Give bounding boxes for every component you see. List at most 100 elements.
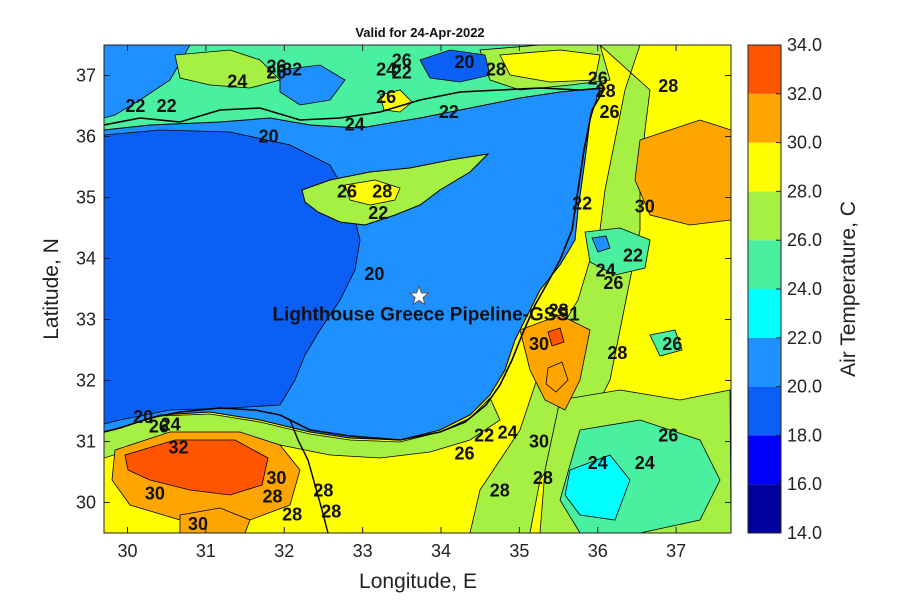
contour-label: 24: [227, 72, 247, 92]
contour-label: 30: [145, 483, 165, 503]
contour-label: 30: [635, 197, 655, 217]
contour-label: 20: [364, 264, 384, 284]
contour-label: 30: [529, 334, 549, 354]
colorbar-swatch: [748, 191, 781, 241]
contour-label: 20: [133, 407, 153, 427]
inland-orange-dot-2: [547, 327, 565, 347]
coastline-levant: [399, 87, 606, 441]
coastline-egypt: [104, 407, 401, 441]
colorbar-tick-label: 14.0: [787, 523, 822, 543]
colorbar-swatch: [748, 484, 781, 533]
contour-label: 26: [266, 56, 286, 76]
axis-ticks: 30 31 32 33 34 35 36 37 30 31 32 33 34 35 36 37: [76, 45, 731, 561]
contour-label: 28: [262, 486, 282, 506]
contour-label: 26: [600, 102, 620, 122]
north-deep-blue-patch: [419, 49, 491, 83]
contour-label: 24: [345, 114, 365, 134]
contour-label: 20: [266, 62, 286, 82]
contour-label: 26: [658, 425, 678, 445]
contour-label: 22: [392, 62, 412, 82]
south-orange-patch: [179, 507, 251, 533]
site-star-icon: [408, 284, 430, 306]
contour-label: 24: [588, 453, 608, 473]
contour-label: 22: [623, 245, 643, 265]
contour-label: 22: [368, 203, 388, 223]
x-tick-label: 36: [588, 541, 608, 561]
contour-label: 24: [161, 414, 181, 434]
colorbar: 14.0 16.0 18.0 20.0 22.0 24.0 26.0 28.0 30.0 32.0…: [747, 35, 822, 543]
colorbar-tick-label: 26.0: [787, 230, 822, 250]
contour-label: 26: [337, 181, 357, 201]
coastline-north: [104, 87, 606, 126]
east-orange-region: [634, 119, 731, 226]
contour-label: 22: [157, 96, 177, 116]
contour-label: 22: [439, 102, 459, 122]
x-tick-label: 34: [431, 541, 451, 561]
contour-label: 30: [529, 432, 549, 452]
contour-label: 28: [658, 76, 678, 96]
contour-label: 28: [596, 81, 616, 101]
contour-label: 22: [474, 425, 494, 445]
north-blue-region: [104, 45, 191, 119]
cyprus-yellow-core: [344, 179, 401, 206]
x-tick-label: 33: [353, 541, 373, 561]
x-tick-label: 32: [274, 541, 294, 561]
contour-label: 26: [455, 444, 475, 464]
contour-label: 26: [376, 87, 396, 107]
north-yellow-spot: [379, 89, 413, 113]
colorbar-swatch: [748, 240, 781, 289]
north-light-blue-patch: [279, 64, 346, 106]
colorbar-label: Air Temperature, C: [837, 201, 860, 377]
west-sea-dark-region: [104, 129, 361, 425]
x-tick-label: 31: [196, 541, 216, 561]
colorbar-swatch: [748, 386, 781, 436]
contour-label: 30: [266, 468, 286, 488]
y-tick-label: 37: [76, 66, 96, 86]
contour-label: 24: [498, 422, 518, 442]
colorbar-tick-label: 24.0: [787, 279, 822, 299]
east-cyan-pool-inner: [591, 235, 611, 253]
north-yellow-patch: [499, 49, 601, 83]
sinai-border: [289, 419, 329, 533]
contour-label: 20: [259, 127, 279, 147]
plot-frame: [103, 44, 732, 534]
colorbar-swatch: [748, 45, 781, 94]
x-tick-label: 35: [509, 541, 529, 561]
x-tick-label: 37: [666, 541, 686, 561]
colorbar-tick-label: 34.0: [787, 35, 822, 55]
colorbar-swatch: [748, 289, 781, 338]
contour-label: 26: [662, 334, 682, 354]
x-axis-label: Longitude, E: [359, 570, 477, 593]
y-tick-label: 32: [76, 371, 96, 391]
y-tick-label: 35: [76, 188, 96, 208]
y-tick-label: 31: [76, 432, 96, 452]
inland-orange-region: [519, 314, 591, 411]
colorbar-tick-label: 16.0: [787, 474, 822, 494]
colorbar-tick-label: 18.0: [787, 425, 822, 445]
contour-label: 22: [125, 96, 145, 116]
colorbar-swatch: [748, 93, 781, 143]
colorbar-tick-label: 28.0: [787, 181, 822, 201]
colorbar-tick-label: 30.0: [787, 133, 822, 153]
colorbar-swatch: [748, 337, 781, 387]
se-cyan-pool: [564, 454, 631, 521]
colorbar-tick-label: 32.0: [787, 84, 822, 104]
north-green-patch: [174, 49, 281, 89]
contour-label: 28: [321, 502, 341, 522]
colorbar-swatch: [748, 142, 781, 192]
contour-label: 28: [490, 480, 510, 500]
inland-orange-dot: [545, 361, 569, 393]
y-tick-label: 34: [76, 249, 96, 269]
contour-label: 24: [376, 59, 396, 79]
nile-delta-hot: [124, 439, 269, 496]
y-tick-label: 33: [76, 310, 96, 330]
contour-label: 32: [282, 59, 302, 79]
contour-label: 22: [572, 194, 592, 214]
contour-label: 28: [313, 480, 333, 500]
site-marker-label: Lighthouse Greece Pipeline-GSS1: [272, 304, 580, 325]
contour-label: 28: [372, 181, 392, 201]
contour-label: 28: [282, 505, 302, 525]
contour-label: 26: [149, 416, 169, 436]
